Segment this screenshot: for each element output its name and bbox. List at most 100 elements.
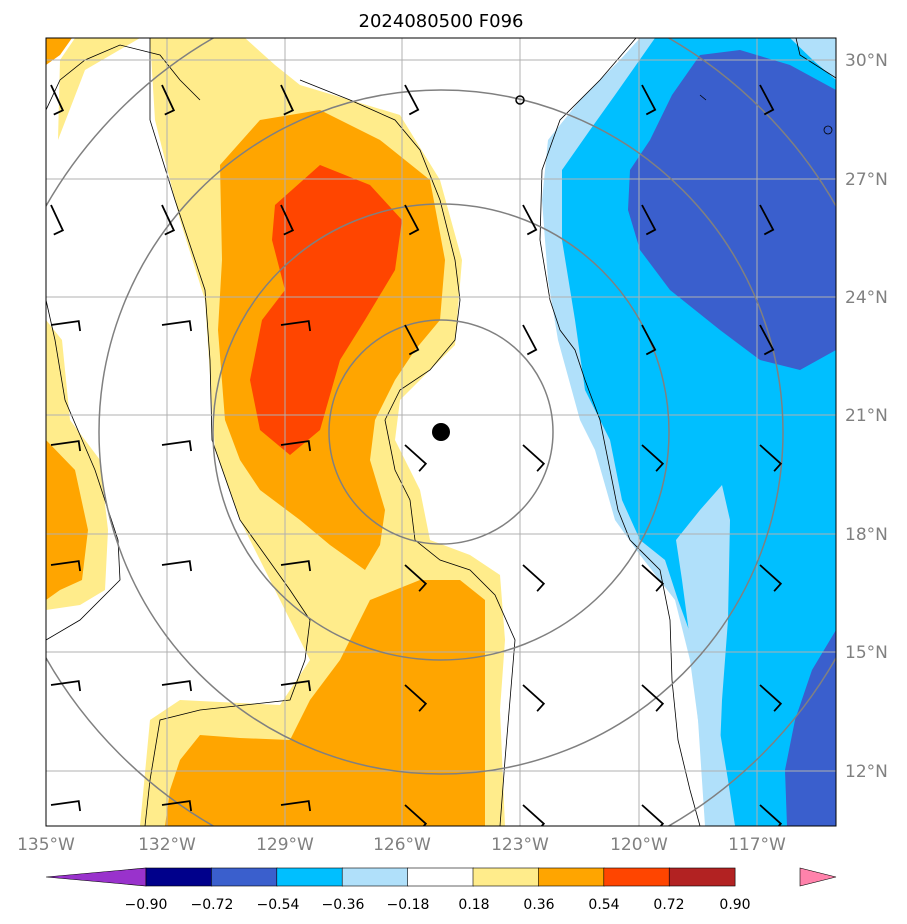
- colorbar-tick-label: −0.36: [322, 897, 365, 913]
- wind-barbs: [50, 84, 783, 826]
- wind-barb: [759, 684, 783, 712]
- wind-barb: [404, 204, 420, 236]
- colorbar-segment: [538, 867, 605, 887]
- map-panel: [46, 38, 836, 826]
- longitude-labels: 135°W 132°W 129°W 126°W 123°W 120°W 117°…: [17, 835, 786, 855]
- colorbar-tick-label: −0.90: [125, 897, 168, 913]
- wind-barb: [161, 440, 193, 452]
- contour-fill-neg-0.36-ne: [790, 38, 836, 80]
- wind-barb: [522, 684, 546, 712]
- colorbar-tick-labels: −0.90 −0.72 −0.54 −0.36 −0.18 0.18 0.36 …: [125, 897, 751, 913]
- wind-barb: [161, 320, 193, 332]
- wind-barb: [759, 564, 783, 592]
- wind-barb: [522, 204, 538, 236]
- lon-label: 129°W: [256, 835, 314, 855]
- wind-barb: [522, 324, 538, 356]
- wind-barb: [641, 324, 657, 356]
- wind-barb: [280, 680, 312, 692]
- lat-label: 21°N: [845, 406, 888, 426]
- wind-barb: [641, 804, 665, 826]
- lon-label: 120°W: [610, 835, 668, 855]
- contour-fill-0.36-south: [165, 580, 485, 826]
- latitude-labels: 30°N 27°N 24°N 21°N 18°N 15°N 12°N: [845, 51, 888, 782]
- wind-barb: [280, 320, 312, 332]
- lat-label: 12°N: [845, 762, 888, 782]
- wind-barb: [759, 84, 775, 116]
- wind-barb: [522, 564, 546, 592]
- wind-barb: [161, 84, 176, 116]
- wind-barb: [280, 204, 295, 236]
- contour-fill-neg-0.54: [628, 50, 836, 370]
- wind-barb: [404, 444, 428, 472]
- wind-barb: [404, 84, 420, 116]
- wind-barb: [404, 324, 420, 356]
- wind-barb: [161, 560, 193, 572]
- wind-barb: [50, 84, 65, 116]
- wind-barb: [161, 204, 176, 236]
- colorbar-segment: [603, 867, 670, 887]
- wind-barb: [161, 680, 193, 692]
- wind-barb: [641, 444, 665, 472]
- colorbar-segment: [145, 867, 213, 887]
- contour-fill-0.54: [250, 165, 402, 455]
- graticule: [46, 38, 836, 826]
- colorbar-segment: [211, 867, 278, 887]
- colorbar-tick-label: 0.54: [588, 897, 619, 913]
- map-frame: [45, 37, 837, 827]
- wind-barb: [280, 560, 312, 572]
- wind-barb: [161, 800, 193, 812]
- wind-barb: [759, 444, 783, 472]
- colorbar: [45, 867, 837, 887]
- colorbar-segment: [668, 867, 736, 887]
- lon-label: 126°W: [373, 835, 431, 855]
- map-title: 2024080500 F096: [359, 11, 524, 32]
- colorbar-segment: [341, 867, 409, 887]
- wind-barb: [641, 564, 665, 592]
- colorbar-tick-label: 0.90: [719, 897, 750, 913]
- colorbar-tick-label: 0.36: [523, 897, 554, 913]
- wind-barb: [641, 684, 665, 712]
- wind-barb: [641, 204, 657, 236]
- lat-label: 15°N: [845, 643, 888, 663]
- lat-label: 30°N: [845, 51, 888, 71]
- wind-barb: [50, 320, 82, 332]
- lon-label: 123°W: [491, 835, 549, 855]
- lat-label: 27°N: [845, 170, 888, 190]
- lat-label: 24°N: [845, 288, 888, 308]
- colorbar-segment: [45, 867, 147, 887]
- wind-barb: [50, 204, 65, 236]
- wind-barb: [759, 324, 775, 356]
- wind-barb: [522, 444, 546, 472]
- lon-label: 132°W: [138, 835, 196, 855]
- wind-barb: [280, 800, 312, 812]
- colorbar-tick-label: −0.18: [387, 897, 430, 913]
- colorbar-segment: [472, 867, 540, 887]
- range-rings: [46, 38, 836, 826]
- storm-center-marker: [432, 423, 450, 441]
- lat-label: 18°N: [845, 525, 888, 545]
- wind-barb: [759, 204, 775, 236]
- wind-barb: [50, 560, 82, 572]
- colorbar-segment: [276, 867, 343, 887]
- wind-barb: [50, 440, 82, 452]
- wind-barb: [641, 84, 657, 116]
- colorbar-tick-label: 0.72: [653, 897, 684, 913]
- colorbar-segment: [799, 867, 837, 887]
- colorbar-tick-label: −0.54: [257, 897, 300, 913]
- wind-barb: [759, 804, 783, 826]
- wind-barb: [280, 84, 295, 116]
- contour-fill-0.36-west: [46, 440, 88, 600]
- contour-fill-0.18-nw: [46, 38, 72, 65]
- wind-barb: [404, 684, 428, 712]
- contour-fill-neg-0.18-south: [676, 485, 735, 826]
- wind-barb: [280, 440, 312, 452]
- lon-label: 117°W: [728, 835, 786, 855]
- colorbar-tick-label: 0.18: [458, 897, 489, 913]
- wind-barb: [50, 680, 82, 692]
- wind-barb: [404, 804, 428, 826]
- colorbar-segment: [407, 867, 474, 887]
- colorbar-tick-label: −0.72: [191, 897, 234, 913]
- lon-label: 135°W: [17, 835, 75, 855]
- wind-barb: [50, 800, 82, 812]
